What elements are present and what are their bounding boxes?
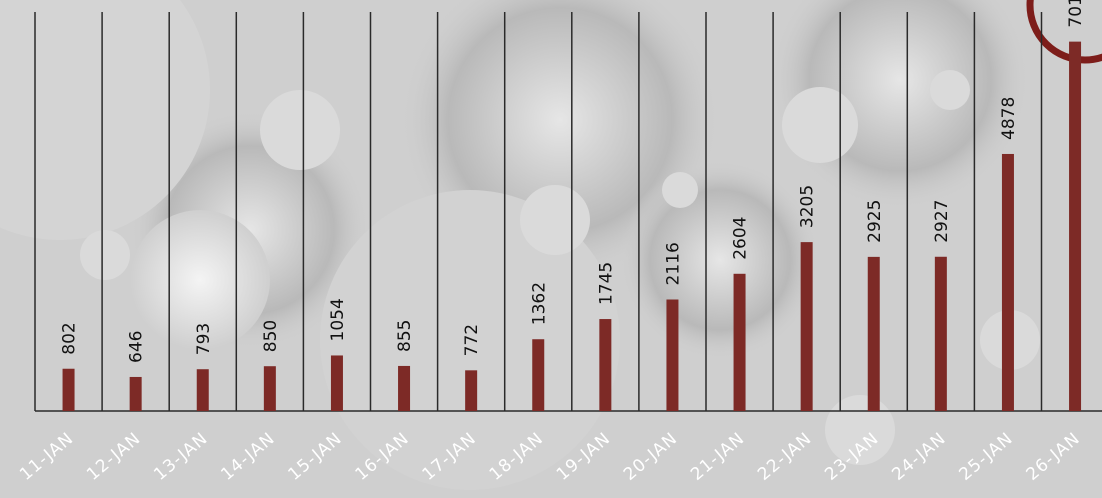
x-tick-label: 21-JAN [687, 429, 749, 485]
data-label: 1362 [529, 282, 549, 325]
x-tick-label: 15-JAN [284, 429, 346, 485]
bar-20-jan [666, 299, 679, 411]
x-tick-label: 22-JAN [754, 429, 816, 485]
data-label: 4878 [999, 97, 1019, 140]
data-label: 646 [127, 331, 147, 363]
x-tick-label: 13-JAN [150, 429, 212, 485]
bar-14-jan [263, 366, 276, 411]
tick-labels: 11-JAN 12-JAN 13-JAN 14-JAN 15-JAN 16-JAN 17-J… [16, 429, 1084, 485]
x-tick-label: 19-JAN [553, 429, 615, 485]
x-tick-label: 18-JAN [486, 429, 548, 485]
data-label: 802 [60, 322, 80, 354]
x-tick-label: 25-JAN [955, 429, 1017, 485]
data-label: 7010 [1066, 0, 1086, 28]
bar-26-jan [1069, 41, 1082, 411]
x-tick-label: 24-JAN [888, 429, 950, 485]
x-tick-label: 23-JAN [821, 429, 883, 485]
data-label: 1745 [596, 262, 616, 305]
data-label: 2927 [932, 200, 952, 243]
x-tick-label: 14-JAN [217, 429, 279, 485]
bar-23-jan [867, 256, 880, 411]
x-tick-label: 12-JAN [83, 429, 145, 485]
bar-17-jan [465, 370, 478, 411]
data-label: 772 [462, 324, 482, 356]
bar-16-jan [398, 365, 411, 411]
x-tick-label: 20-JAN [620, 429, 682, 485]
bar-15-jan [330, 355, 343, 411]
data-label: 1054 [328, 298, 348, 341]
value-labels: 802 646 793 850 1054 855 772 1362 1745 2116 2604 32… [60, 0, 1087, 363]
x-tick-label: 26-JAN [1023, 429, 1085, 485]
x-tick-label: 17-JAN [419, 429, 481, 485]
data-label: 855 [395, 319, 415, 351]
x-tick-label: 11-JAN [16, 429, 78, 485]
bar-25-jan [1001, 153, 1014, 411]
bar-13-jan [196, 369, 209, 411]
data-label: 2604 [731, 217, 751, 260]
bar-12-jan [129, 376, 142, 411]
bars [62, 41, 1082, 411]
data-label: 2925 [865, 200, 885, 243]
data-label: 793 [194, 323, 214, 355]
gridlines [34, 12, 1043, 411]
bar-21-jan [733, 273, 746, 411]
x-tick-label: 16-JAN [352, 429, 414, 485]
bar-19-jan [599, 319, 612, 411]
data-label: 2116 [663, 242, 683, 285]
bar-18-jan [532, 339, 545, 411]
bar-22-jan [800, 242, 813, 411]
bar-24-jan [934, 256, 947, 411]
data-label: 3205 [798, 185, 818, 228]
data-label: 850 [261, 320, 281, 352]
bar-11-jan [62, 368, 75, 411]
